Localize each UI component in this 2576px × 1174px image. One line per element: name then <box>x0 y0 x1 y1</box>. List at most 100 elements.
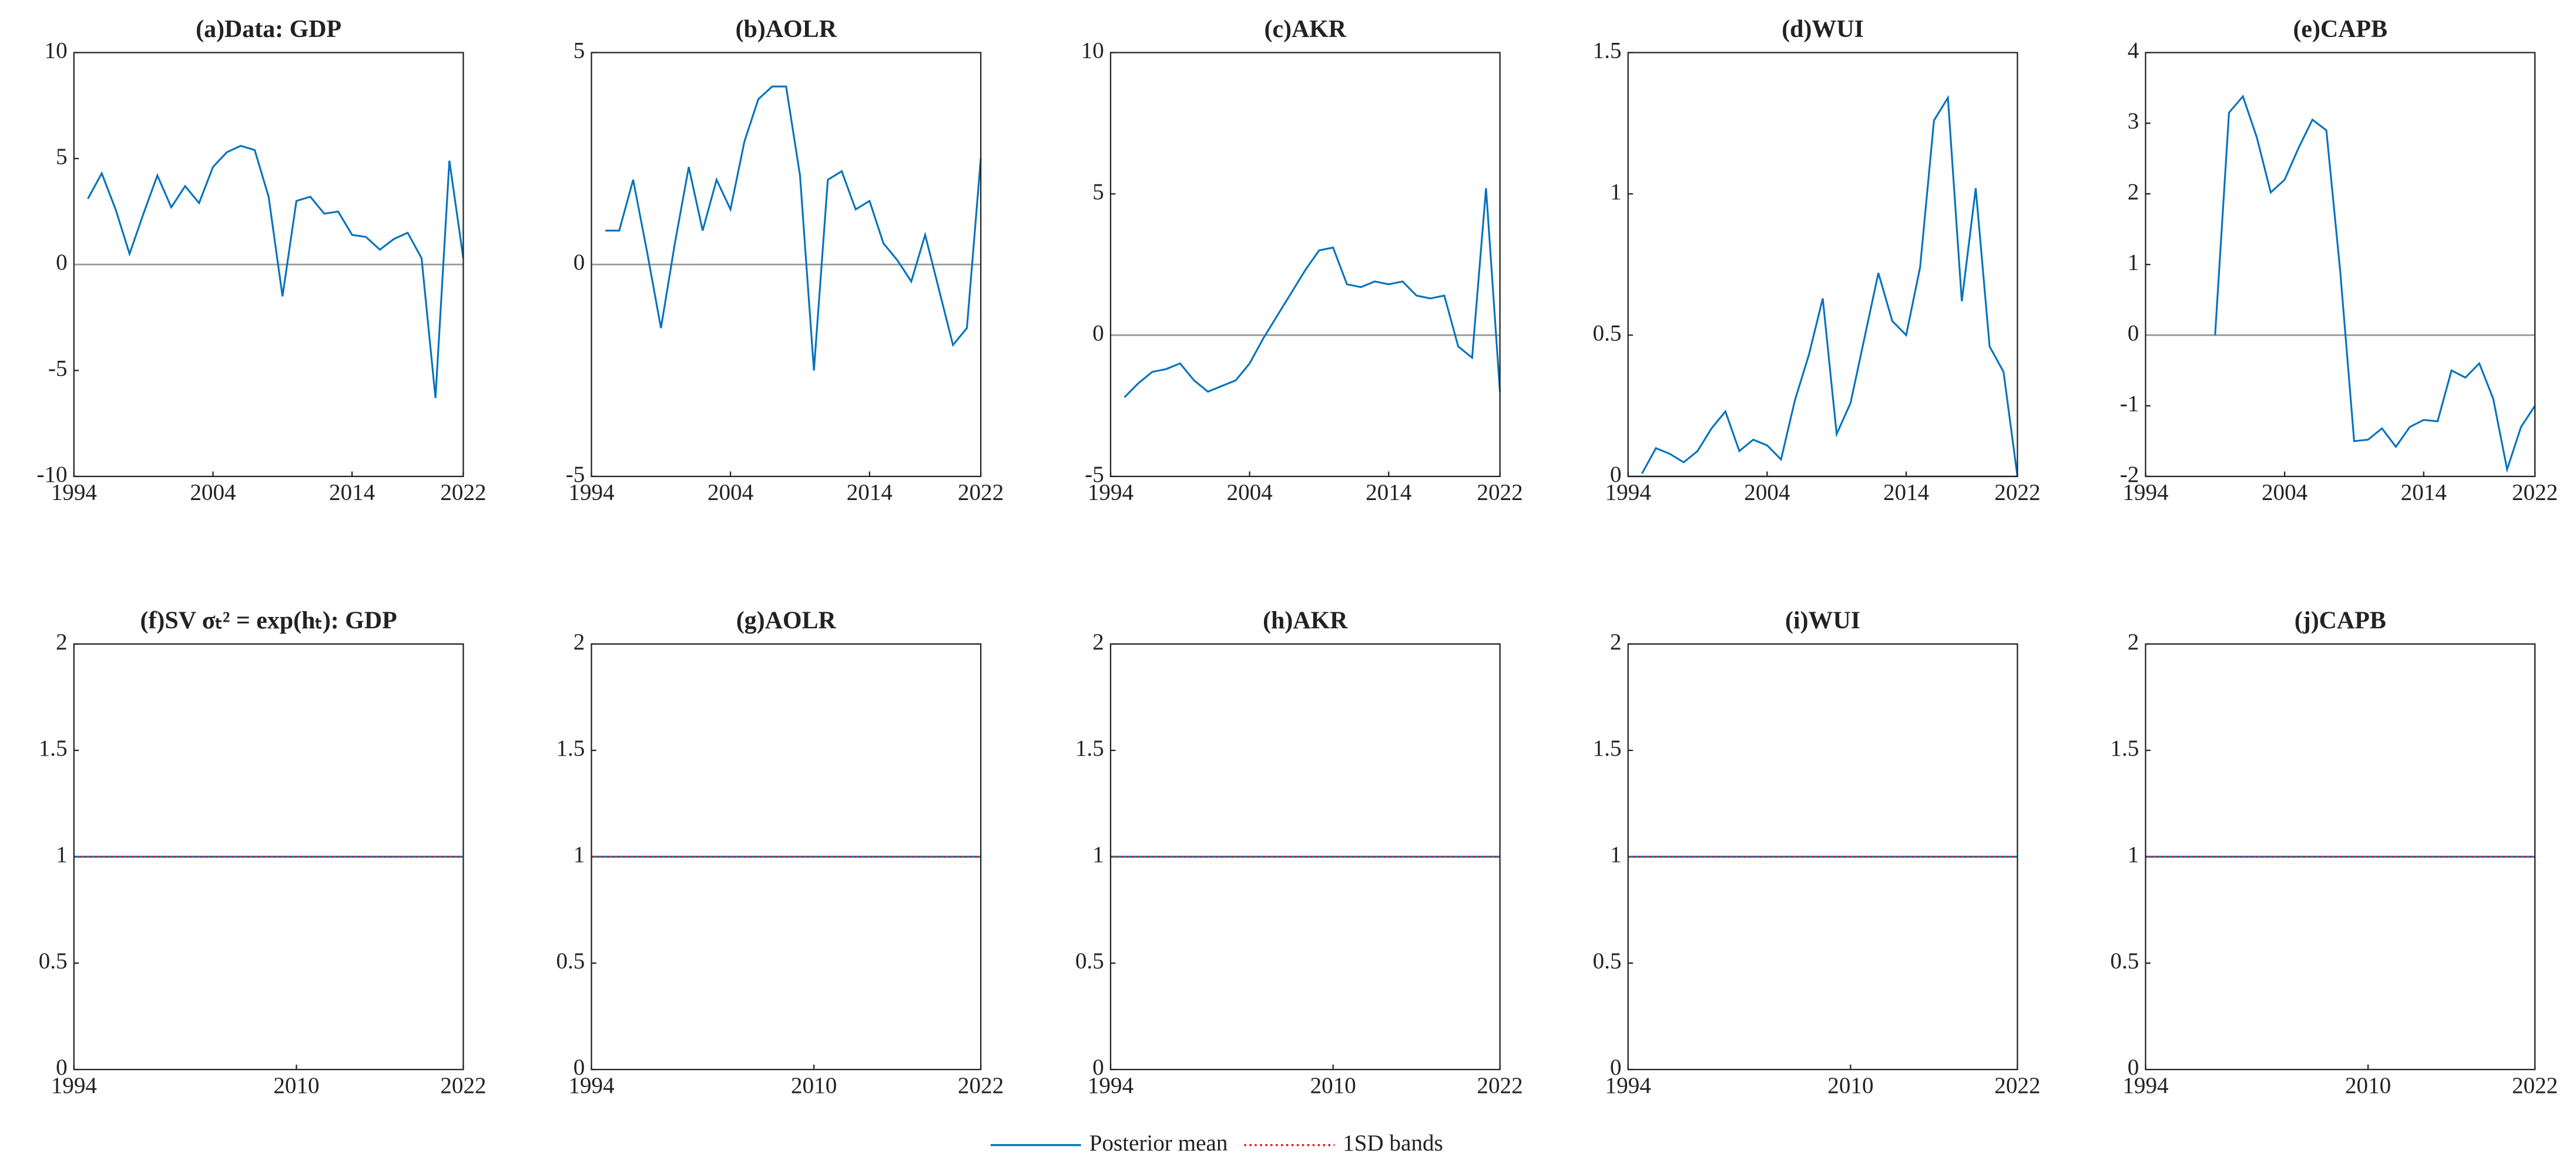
x-tick-label: 1994 <box>1088 1073 1133 1098</box>
plot-box <box>1627 643 2018 1071</box>
x-tick-label: 2010 <box>1827 1073 1873 1098</box>
x-tick-label: 2022 <box>1477 480 1523 505</box>
y-tick-label: 5 <box>573 38 585 63</box>
y-tick-label: 2 <box>2128 179 2139 204</box>
y-tick-label: 1 <box>56 842 68 867</box>
plot-box <box>1109 643 1501 1071</box>
y-tick-label: 0.5 <box>1075 948 1104 974</box>
y-tick-label: 1.5 <box>1593 736 1622 761</box>
y-tick-label: 0.5 <box>2110 948 2139 974</box>
x-tick-label: 1994 <box>2122 480 2168 505</box>
panel-title: (j)CAPB <box>2295 607 2386 634</box>
x-tick-label: 2004 <box>707 480 753 505</box>
x-tick-label: 2014 <box>329 480 375 505</box>
y-tick-label: 0 <box>2128 320 2139 346</box>
y-tick-label: 0 <box>1610 1055 1622 1080</box>
y-tick-label: 1.5 <box>39 736 68 761</box>
panel-title: (a)Data: GDP <box>196 16 341 43</box>
x-tick-label: 1994 <box>568 1073 614 1098</box>
y-tick-label: 0.5 <box>1593 948 1622 974</box>
y-tick-label: -2 <box>2120 462 2139 487</box>
x-tick-label: 2010 <box>1310 1073 1356 1098</box>
y-tick-label: 1 <box>2128 842 2139 867</box>
panel-title: (b)AOLR <box>736 16 837 43</box>
x-tick-label: 2004 <box>2262 480 2307 505</box>
y-tick-label: -1 <box>2120 391 2139 417</box>
y-tick-label: 2 <box>1092 629 1104 655</box>
plot-box <box>1627 52 2018 477</box>
x-tick-label: 2022 <box>958 480 1004 505</box>
y-tick-label: 0 <box>56 250 68 275</box>
x-tick-label: 2010 <box>791 1073 837 1098</box>
panel-title: (f)SV σₜ² = exp(hₜ): GDP <box>140 607 397 634</box>
y-tick-label: 0 <box>2128 1055 2139 1080</box>
x-tick-label: 2022 <box>2512 1073 2558 1098</box>
plot-box <box>2145 52 2536 477</box>
panel-title: (e)CAPB <box>2293 16 2387 43</box>
plot-box <box>591 643 982 1071</box>
x-tick-label: 1994 <box>1605 1073 1651 1098</box>
x-tick-label: 1994 <box>1088 480 1133 505</box>
data-line <box>1641 95 2018 477</box>
x-tick-label: 2022 <box>1994 1073 2040 1098</box>
y-tick-label: -5 <box>48 355 68 381</box>
legend-label: 1SD bands <box>1343 1131 1443 1156</box>
panel-title: (i)WUI <box>1785 607 1860 634</box>
x-tick-label: 1994 <box>2122 1073 2168 1098</box>
plot-box <box>73 52 464 477</box>
y-tick-label: 0 <box>573 1055 585 1080</box>
y-tick-label: -5 <box>1085 462 1104 487</box>
data-line <box>87 145 464 398</box>
panel-title: (g)AOLR <box>736 607 837 634</box>
x-tick-label: 2022 <box>440 1073 486 1098</box>
data-line <box>1123 188 1501 398</box>
panel-title: (c)AKR <box>1264 16 1347 43</box>
y-tick-label: 4 <box>2128 38 2139 63</box>
y-tick-label: 2 <box>2128 629 2139 655</box>
x-tick-label: 1994 <box>51 480 97 505</box>
y-tick-label: 0.5 <box>1593 320 1622 346</box>
y-tick-label: 5 <box>1092 179 1104 204</box>
y-tick-label: 1.5 <box>1075 736 1104 761</box>
y-tick-label: 10 <box>1081 38 1104 63</box>
y-tick-label: 10 <box>45 38 68 63</box>
y-tick-label: 2 <box>573 629 585 655</box>
x-tick-label: 2022 <box>1994 480 2040 505</box>
x-tick-label: 1994 <box>51 1073 97 1098</box>
y-tick-label: -5 <box>566 462 585 487</box>
y-tick-label: 1 <box>1610 179 1622 204</box>
x-tick-label: 2014 <box>1883 480 1929 505</box>
plot-box <box>1109 52 1501 477</box>
legend-label: Posterior mean <box>1089 1131 1228 1156</box>
panel-title: (d)WUI <box>1782 16 1864 43</box>
y-tick-label: 1 <box>1610 842 1622 867</box>
x-tick-label: 2022 <box>958 1073 1004 1098</box>
y-tick-label: 0 <box>573 250 585 275</box>
y-tick-label: 0 <box>1092 320 1104 346</box>
x-tick-label: 2014 <box>1366 480 1411 505</box>
data-line <box>2214 94 2536 473</box>
y-tick-label: 0.5 <box>39 948 68 974</box>
y-tick-label: -10 <box>36 462 67 487</box>
y-tick-label: 1 <box>573 842 585 867</box>
y-tick-label: 1.5 <box>2110 736 2139 761</box>
y-tick-label: 0 <box>1610 462 1622 487</box>
x-tick-label: 2022 <box>2512 480 2558 505</box>
plot-box <box>591 52 982 477</box>
y-tick-label: 1.5 <box>1593 38 1622 63</box>
y-tick-label: 1 <box>1092 842 1104 867</box>
x-tick-label: 1994 <box>568 480 614 505</box>
x-tick-label: 2022 <box>1477 1073 1523 1098</box>
x-tick-label: 2010 <box>2345 1073 2391 1098</box>
x-tick-label: 1994 <box>1605 480 1651 505</box>
x-tick-label: 2022 <box>440 480 486 505</box>
data-line <box>605 85 982 371</box>
x-tick-label: 2004 <box>190 480 236 505</box>
y-tick-label: 0 <box>56 1055 68 1080</box>
x-tick-label: 2004 <box>1227 480 1273 505</box>
x-tick-label: 2014 <box>847 480 893 505</box>
y-tick-label: 1.5 <box>556 736 585 761</box>
x-tick-label: 2010 <box>273 1073 319 1098</box>
x-tick-label: 2004 <box>1744 480 1790 505</box>
